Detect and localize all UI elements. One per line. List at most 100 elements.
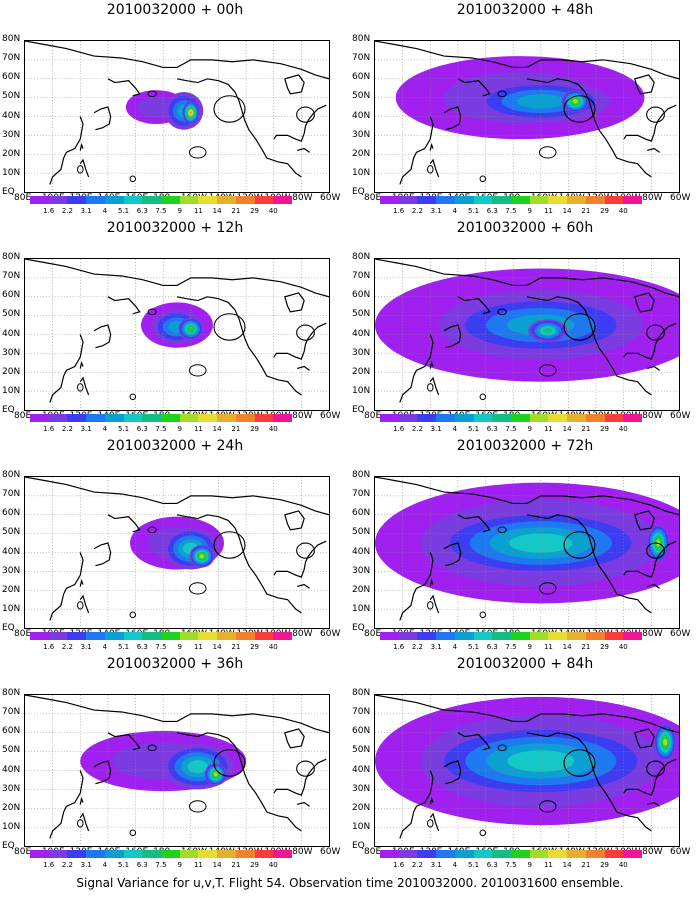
coastline [284,74,305,95]
y-tick-label: 50N [352,527,371,538]
island [77,165,84,174]
panel-title: 2010032000 + 24h [106,438,244,454]
contour-fill [572,99,578,104]
coastline [107,514,141,533]
colorbar-swatch [254,196,274,204]
colorbar-label: 6.3 [486,425,498,433]
colorbar-swatch [198,850,218,858]
colorbar-label: 11 [543,861,553,869]
coastline [375,477,679,516]
colorbar-swatch [30,196,50,204]
colorbar-label: 21 [231,207,241,215]
contour-circle [563,313,596,341]
y-tick-label: 10N [352,821,371,832]
contour-circle [296,542,315,559]
coastline [634,728,655,749]
coastline [79,578,84,587]
colorbar-label: 21 [231,425,241,433]
colorbar-swatch [123,850,143,858]
colorbar-label: 9 [527,861,532,869]
colorbar-label: 7.5 [155,861,167,869]
map-plot-area [374,40,680,193]
coastline [25,41,329,80]
y-tick-label: 20N [352,584,371,595]
colorbar-label: 3.1 [80,207,92,215]
colorbar-swatch [380,196,400,204]
island [77,601,84,610]
coastline [107,296,141,315]
y-tick-label: EQ [2,187,15,197]
x-tick-label: 80E [14,411,32,421]
contour-circle [296,760,315,777]
colorbar-swatch [492,632,512,640]
colorbar-swatch [48,196,68,204]
colorbar-label: 4 [452,643,458,651]
coastline [647,147,660,153]
colorbar-label: 14 [562,207,572,215]
colorbar-swatch [398,196,418,204]
coastline [176,78,302,178]
colorbar-label: 9 [177,643,182,651]
y-tick-label: 20N [352,148,371,159]
coastline [49,334,84,403]
island [497,744,507,752]
colorbar-swatch [398,850,418,858]
colorbar-label: 5.1 [117,207,130,215]
contour-circle [646,542,665,559]
panel: 2010032000 + 84h 80N 70N 60N 50N 40N 30N 20N 10N… [350,654,700,872]
colorbar-label: 3.1 [80,861,92,869]
colorbar-swatch [529,850,549,858]
colorbar-label: 14 [212,643,222,651]
colorbar-label: 3.1 [80,643,92,651]
colorbar: 1.6 2.2 3.1 4 5.1 6.3 7.5 9 11 14 21 29 40 [30,196,293,215]
map-plot-area [24,694,330,847]
island [147,744,157,752]
contour-fill [516,94,565,109]
coastline [79,812,90,832]
colorbar-label: 40 [268,425,278,433]
x-tick-label: 60W [320,193,341,203]
island [497,526,507,534]
y-tick-label: 60N [2,508,21,519]
coastline [49,770,84,839]
island [479,393,487,401]
coastline [273,758,327,796]
colorbar-swatch [161,632,181,640]
colorbar-swatch [104,414,125,422]
colorbar-label: 1.6 [393,207,405,215]
colorbar-label: 11 [543,425,553,433]
island [497,308,507,316]
y-tick-label: EQ [352,187,365,197]
y-tick-label: 40N [352,110,371,121]
coastline [443,324,462,349]
x-tick-label: 80W [292,411,313,421]
island [147,308,157,316]
colorbar-label: 6.3 [136,207,148,215]
colorbar-swatch [585,414,606,422]
colorbar-label: 4 [452,861,458,869]
colorbar-swatch [142,196,162,204]
colorbar-swatch [142,414,162,422]
colorbar-swatch [511,632,531,640]
coastline [457,78,491,97]
y-tick-label: 60N [2,290,21,301]
colorbar-label: 5.1 [467,643,480,651]
colorbar-swatch [198,414,218,422]
island [479,611,487,619]
colorbar-label: 1.6 [43,643,55,651]
colorbar-swatch [604,196,624,204]
colorbar-swatch [198,632,218,640]
colorbar-swatch [380,850,400,858]
colorbar-swatch [179,850,199,858]
colorbar-swatch [217,414,237,422]
colorbar-label: 5.1 [117,861,130,869]
colorbar-swatch [567,414,587,422]
x-tick-label: 80W [642,411,663,421]
y-tick-label: 40N [2,110,21,121]
y-tick-label: 80N [352,470,371,480]
island [497,90,507,98]
coastline [457,514,491,533]
panel: 2010032000 + 60h 80N 70N 60N 50N 40N 30N 20N 10N… [350,218,700,436]
colorbar-label: 6.3 [136,425,148,433]
contour-circle [646,324,665,341]
